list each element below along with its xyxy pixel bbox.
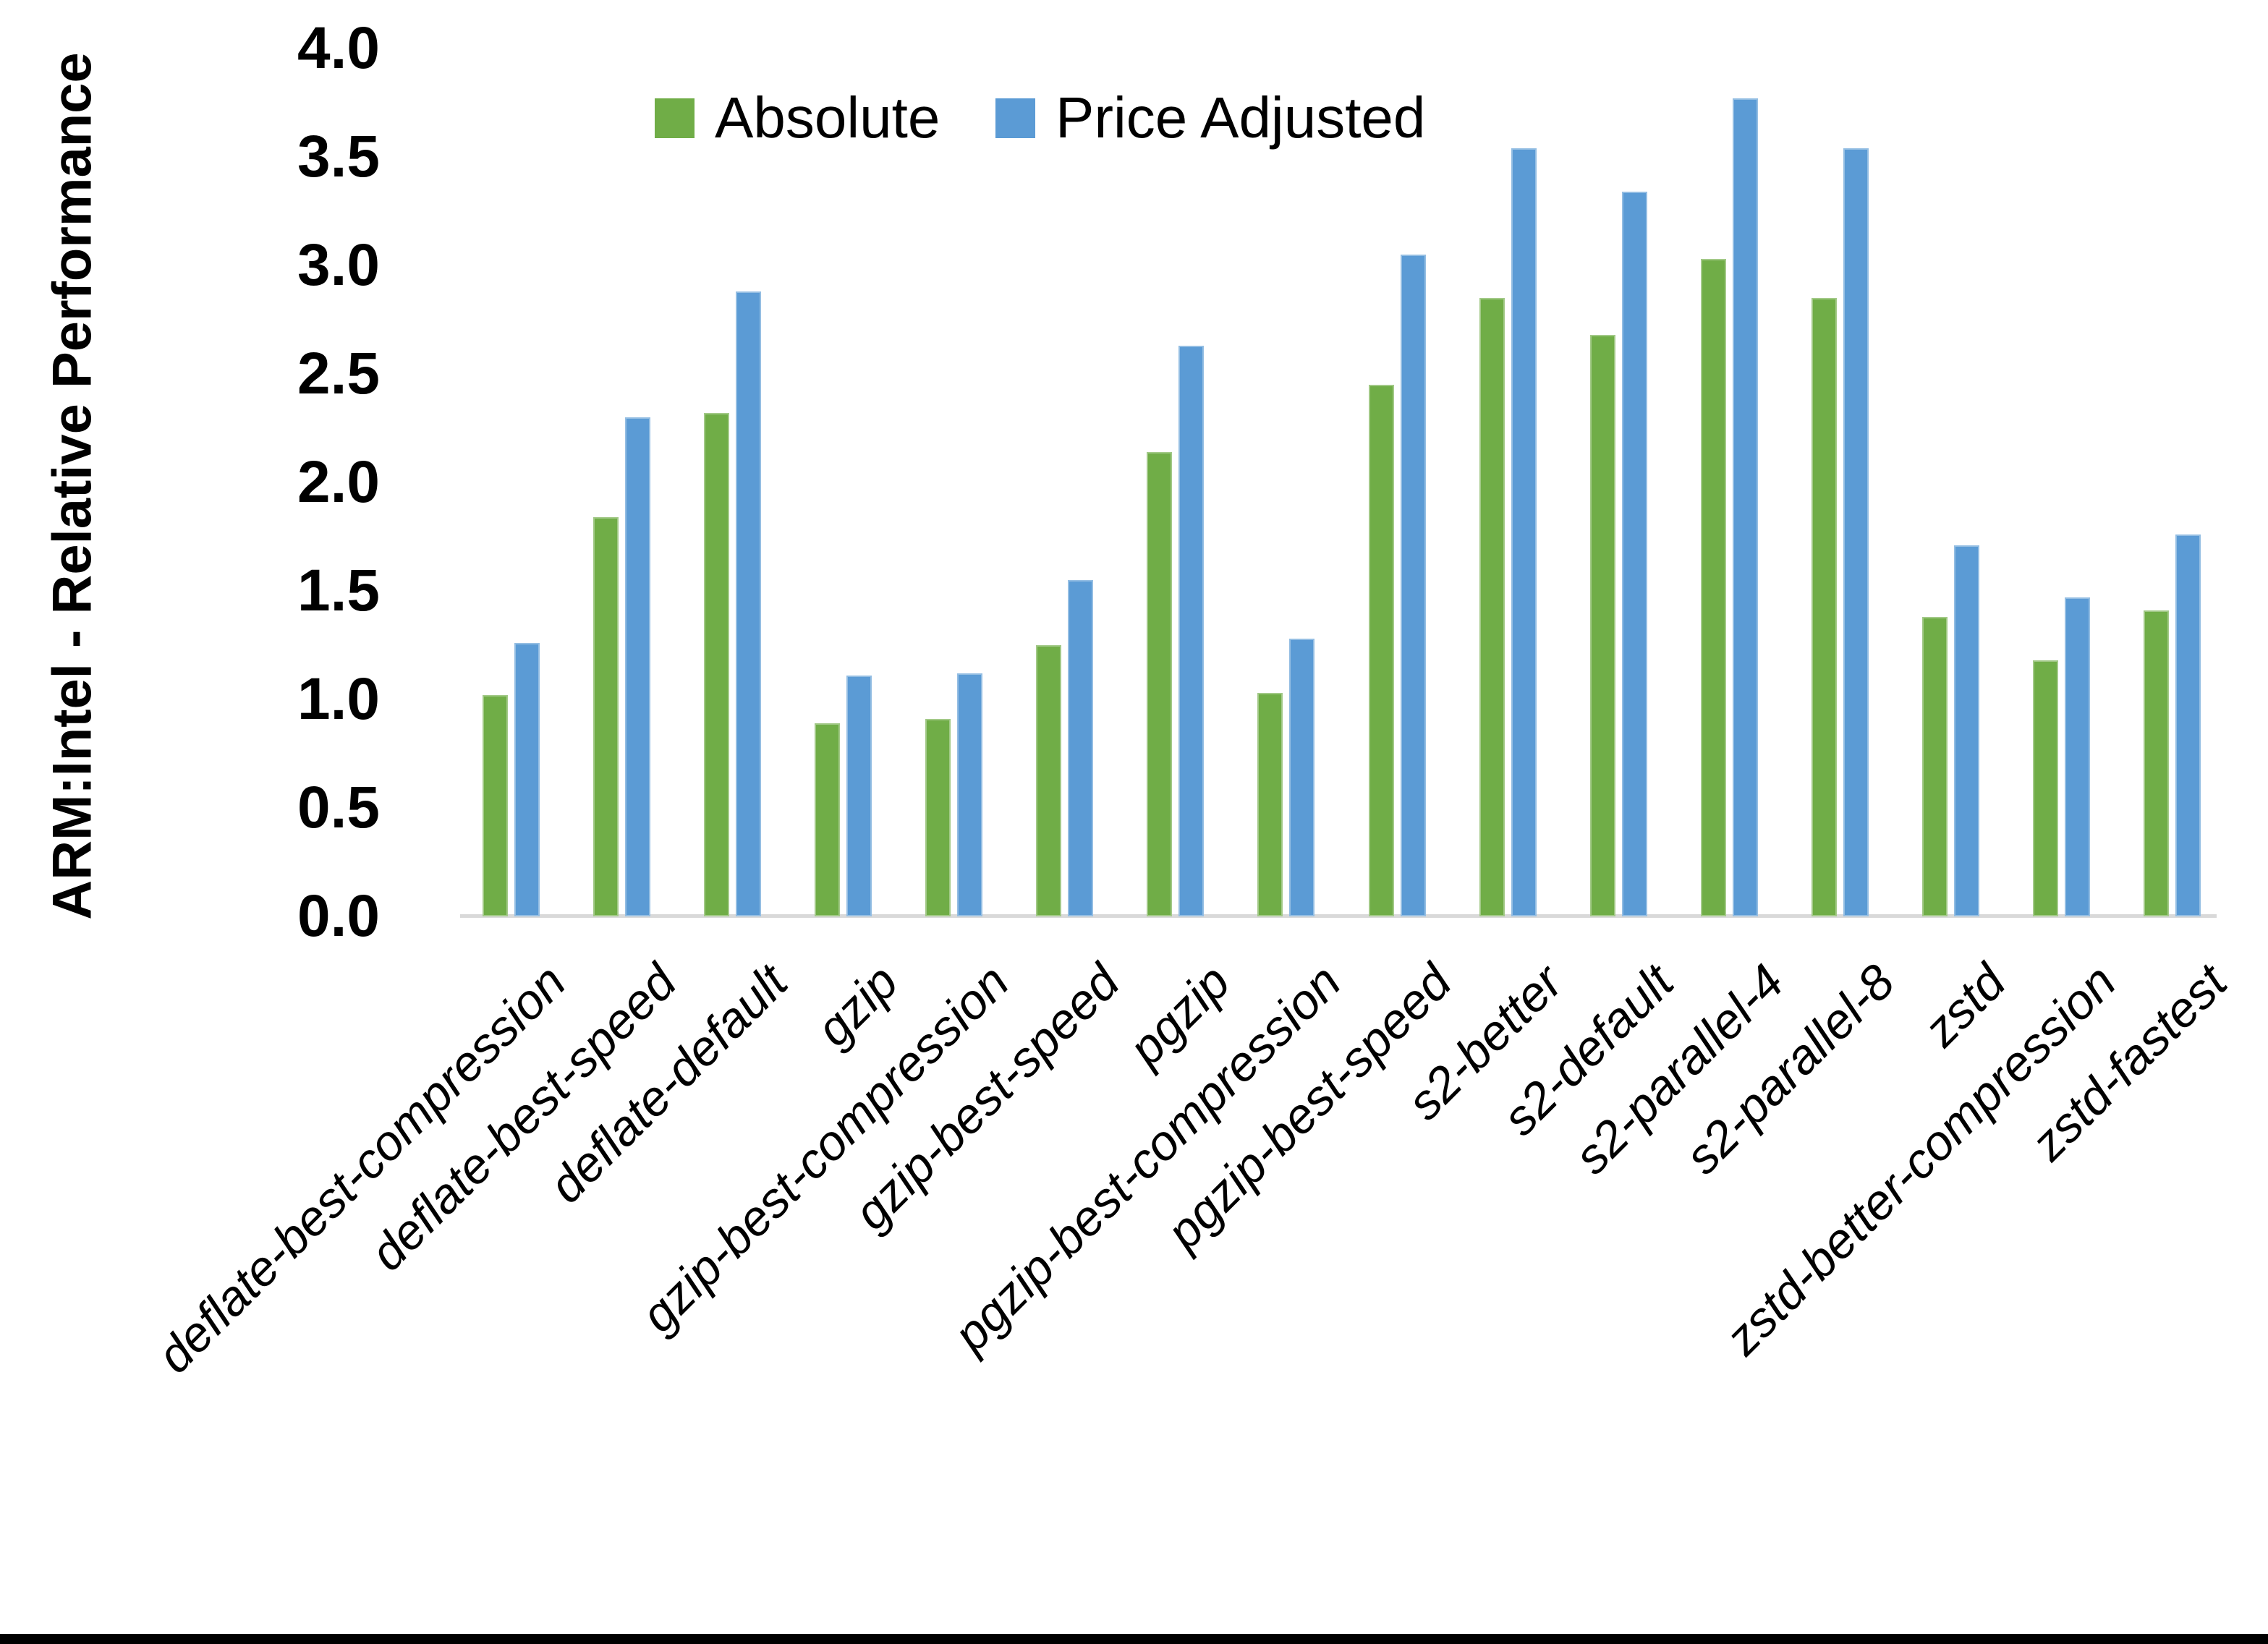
bar-absolute — [1812, 298, 1837, 916]
legend-label-absolute: Absolute — [715, 85, 940, 150]
bar-price-adjusted — [2175, 534, 2201, 916]
bar-absolute — [1036, 645, 1061, 916]
y-axis-title: ARM:Intel - Relative Performance — [41, 52, 103, 920]
bar-absolute — [1590, 335, 1615, 916]
bar-absolute — [483, 695, 508, 916]
bar-absolute — [1479, 298, 1505, 916]
y-tick-label: 3.5 — [297, 124, 380, 189]
y-tick-label: 1.5 — [297, 558, 380, 623]
bar-price-adjusted — [1511, 148, 1537, 916]
bar-price-adjusted — [514, 643, 540, 916]
bar-absolute — [2033, 660, 2058, 916]
bar-price-adjusted — [1954, 545, 1979, 916]
y-tick-label: 2.5 — [297, 341, 380, 406]
bar-absolute — [1369, 385, 1394, 916]
bar-price-adjusted — [846, 676, 872, 916]
bar-absolute — [815, 723, 840, 916]
bar-price-adjusted — [1622, 192, 1647, 916]
y-tick-label: 3.0 — [297, 232, 380, 298]
x-axis-line — [460, 914, 2217, 918]
bar-price-adjusted — [625, 417, 650, 916]
bar-price-adjusted — [1401, 255, 1426, 916]
y-tick-label: 0.0 — [297, 883, 380, 949]
bar-price-adjusted — [2065, 597, 2090, 916]
y-tick-label: 2.0 — [297, 449, 380, 515]
bar-absolute — [1257, 693, 1283, 916]
legend-swatch-price-adjusted — [995, 98, 1035, 138]
bar-absolute — [925, 719, 951, 916]
legend-label-price-adjusted: Price Adjusted — [1056, 85, 1426, 150]
legend: Absolute Price Adjusted — [0, 85, 2268, 150]
bar-price-adjusted — [1843, 148, 1869, 916]
bar-absolute — [593, 517, 619, 916]
bar-absolute — [704, 413, 729, 916]
y-tick-label: 1.0 — [297, 666, 380, 732]
bar-absolute — [2144, 610, 2169, 916]
bar-price-adjusted — [1733, 98, 1758, 916]
bar-price-adjusted — [1178, 346, 1204, 916]
legend-item-absolute: Absolute — [655, 85, 940, 150]
legend-item-price-adjusted: Price Adjusted — [995, 85, 1425, 150]
bar-price-adjusted — [1068, 580, 1093, 916]
bar-price-adjusted — [957, 673, 982, 916]
x-axis-label: deflate-best-compression — [146, 954, 577, 1384]
bar-absolute — [1147, 452, 1172, 916]
y-tick-label: 0.5 — [297, 775, 380, 840]
bar-absolute — [1701, 259, 1726, 916]
bar-price-adjusted — [736, 291, 761, 916]
legend-swatch-absolute — [655, 98, 695, 138]
bar-price-adjusted — [1289, 639, 1314, 916]
y-tick-label: 4.0 — [297, 15, 380, 81]
bottom-border — [0, 1634, 2268, 1644]
bar-absolute — [1922, 617, 1948, 916]
